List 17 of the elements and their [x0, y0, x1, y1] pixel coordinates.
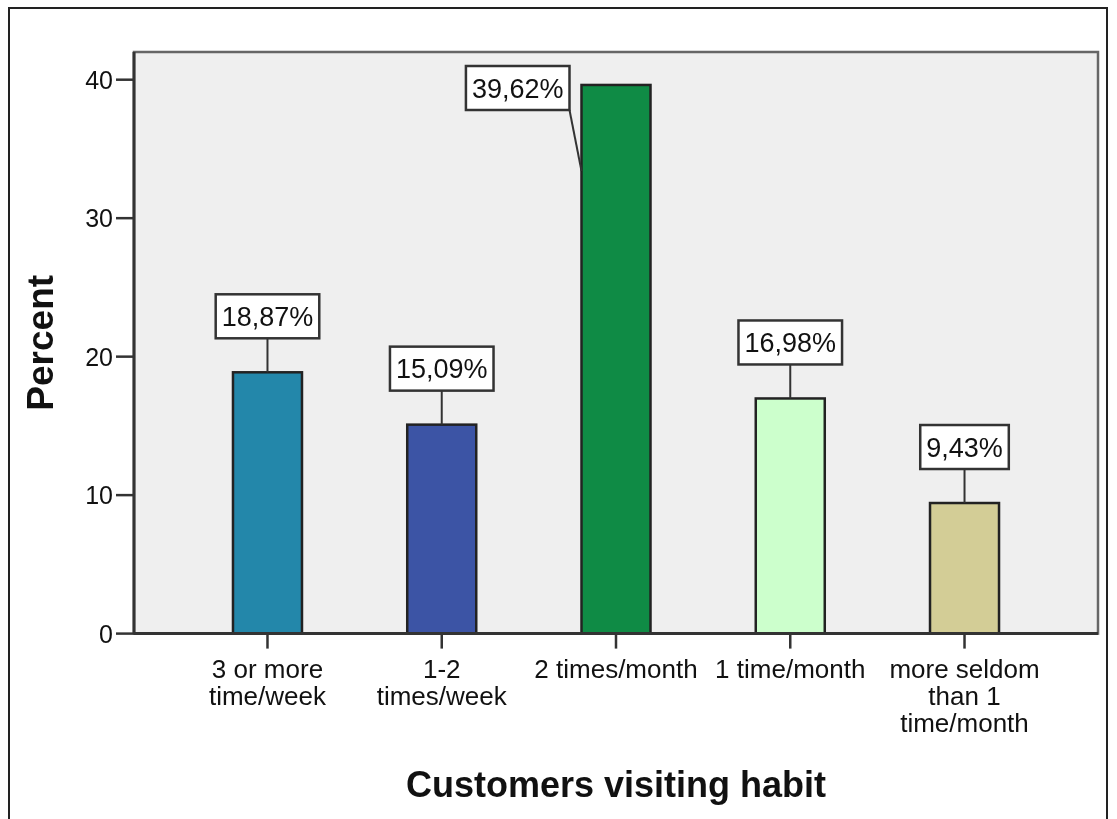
x-tick-label: 3 or more time/week [208, 653, 327, 711]
x-tick-label: 2 times/month [534, 653, 698, 684]
y-tick-label: 40 [85, 65, 113, 94]
y-tick-label: 0 [99, 619, 113, 648]
y-tick-label: 30 [85, 204, 113, 233]
x-tick-label: 1 time/month [715, 653, 866, 684]
data-label: 9,43% [926, 432, 1003, 463]
x-axis-title: Customers visiting habit [405, 764, 827, 805]
y-tick-label: 20 [85, 342, 113, 371]
x-tick-label: 1-2 times/week [376, 653, 508, 711]
data-label: 16,98% [744, 328, 837, 359]
data-label: 15,09% [395, 354, 488, 385]
data-label: 18,87% [221, 302, 314, 333]
y-axis-title: Percent [20, 274, 61, 411]
y-tick-label: 10 [85, 481, 113, 510]
data-label: 39,62% [471, 73, 564, 104]
x-tick-label: more seldom than 1 time/month [889, 653, 1040, 738]
